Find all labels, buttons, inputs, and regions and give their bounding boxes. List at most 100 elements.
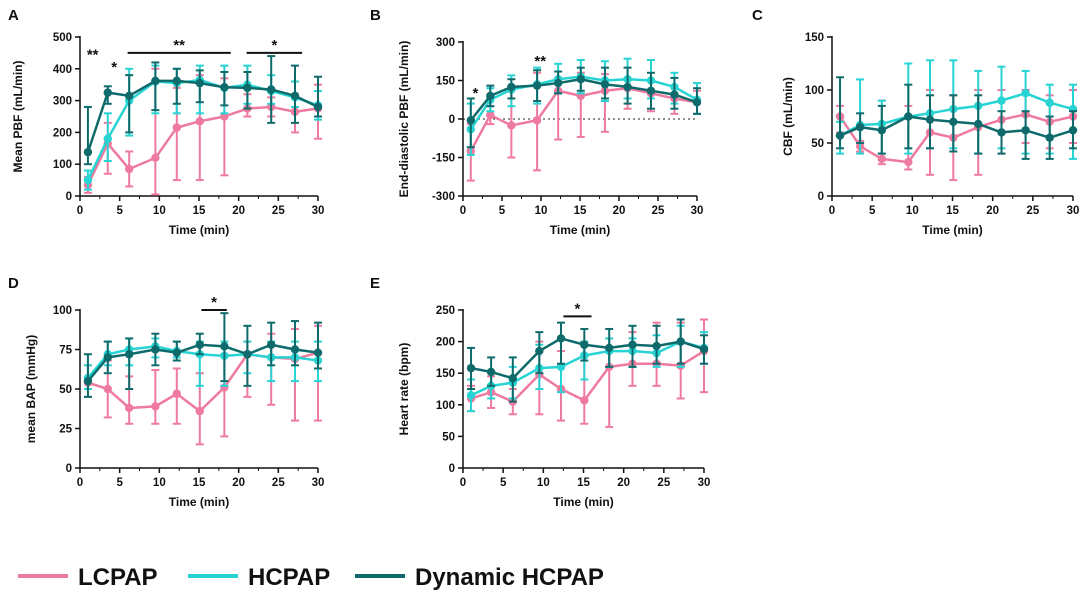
- data-point: [1021, 126, 1030, 135]
- y-tick-label: 100: [805, 85, 824, 97]
- data-point: [692, 98, 702, 107]
- x-tick-label: 25: [657, 477, 670, 489]
- x-tick-label: 0: [77, 205, 83, 217]
- y-tick-label: 200: [53, 127, 72, 139]
- data-point: [699, 344, 709, 354]
- x-axis-title: Time (min): [550, 223, 610, 237]
- data-point: [83, 376, 93, 386]
- x-tick-label: 20: [232, 477, 245, 489]
- y-tick-label: 150: [805, 32, 824, 44]
- data-point: [532, 81, 542, 90]
- x-tick-label: 5: [499, 205, 506, 217]
- series-line: [87, 351, 319, 413]
- significance-label: *: [271, 37, 277, 54]
- data-point: [556, 362, 566, 372]
- x-tick-label: 0: [460, 477, 466, 489]
- series-line: [469, 77, 698, 122]
- panel-letter: C: [752, 7, 763, 24]
- y-tick-label: 400: [53, 64, 72, 76]
- data-point: [243, 83, 252, 93]
- data-point: [103, 134, 112, 143]
- y-tick-label: 100: [53, 159, 72, 171]
- data-point: [486, 110, 495, 120]
- x-axis-title: Time (min): [169, 223, 229, 237]
- x-tick-label: 30: [312, 477, 325, 489]
- data-point: [646, 86, 656, 95]
- x-tick-label: 30: [691, 205, 704, 217]
- data-point: [151, 402, 160, 411]
- series-dynamic-hcpap: [83, 312, 323, 398]
- legend-item-dynamic-hcpap: Dynamic HCPAP: [355, 564, 604, 591]
- y-axis-title: mean BAP (mmHg): [24, 335, 38, 443]
- x-tick-label: 30: [1067, 205, 1080, 217]
- data-point: [1068, 126, 1078, 135]
- data-point: [535, 346, 544, 356]
- chart-panel-c: C 0 5 10 15 20 25 30 0 50 100 150 Time (min) CBF (mL/…: [752, 7, 1079, 237]
- data-point: [151, 153, 160, 163]
- x-tick-label: 0: [77, 477, 83, 489]
- data-point: [974, 119, 983, 129]
- legend-label: Dynamic HCPAP: [415, 564, 604, 591]
- series-lcpap: [466, 71, 702, 182]
- significance-label: *: [575, 300, 581, 317]
- x-tick-label: 20: [232, 205, 245, 217]
- y-axis-title: End-diastolic PBF (mL/min): [397, 41, 411, 198]
- x-tick-label: 5: [116, 477, 123, 489]
- data-point: [195, 78, 204, 88]
- y-tick-label: 150: [436, 368, 455, 380]
- x-tick-label: 10: [537, 477, 550, 489]
- y-axis-title: Mean PBF (mL/min): [11, 60, 25, 172]
- data-point: [124, 91, 134, 101]
- data-point: [904, 157, 913, 167]
- legend: LCPAP HCPAP Dynamic HCPAP: [18, 564, 604, 591]
- data-point: [172, 348, 181, 357]
- data-point: [623, 82, 632, 92]
- data-point: [124, 350, 134, 359]
- y-tick-label: 0: [818, 191, 824, 203]
- x-tick-label: 5: [869, 205, 876, 217]
- x-tick-label: 10: [153, 477, 166, 489]
- panel-letter: A: [8, 7, 19, 24]
- y-tick-label: 0: [449, 463, 455, 475]
- y-tick-label: 0: [66, 191, 72, 203]
- data-point: [172, 123, 181, 132]
- x-tick-label: 10: [535, 205, 548, 217]
- y-tick-label: 0: [66, 463, 72, 475]
- x-tick-label: 10: [906, 205, 919, 217]
- data-point: [532, 116, 542, 125]
- chart-panel-b: B 0 5 10 15 20 25 30 -300 -150 0 150 300 Time (min) En…: [370, 7, 703, 237]
- data-point: [313, 348, 323, 357]
- data-point: [670, 90, 679, 99]
- series-line: [86, 79, 319, 153]
- y-tick-label: 50: [442, 431, 455, 443]
- data-point: [507, 121, 516, 130]
- y-tick-label: 300: [436, 37, 455, 49]
- panel-letter: E: [370, 275, 380, 292]
- y-tick-label: 100: [53, 305, 72, 317]
- series-hcpap: [835, 59, 1078, 160]
- series-dynamic-hcpap: [83, 55, 323, 166]
- data-point: [507, 82, 516, 92]
- significance-label: **: [87, 46, 99, 63]
- data-point: [103, 88, 112, 97]
- x-tick-label: 15: [574, 205, 587, 217]
- data-point: [220, 83, 229, 92]
- series-lcpap: [83, 67, 323, 196]
- x-tick-label: 20: [986, 205, 999, 217]
- significance-label: *: [473, 85, 479, 102]
- data-point: [556, 334, 566, 343]
- data-point: [266, 85, 276, 94]
- legend-label: LCPAP: [78, 564, 158, 591]
- data-point: [195, 117, 204, 126]
- chart-panel-d: D 0 5 10 15 20 25 30 0 25 50 75 100 Time (min) mean BA…: [8, 275, 324, 509]
- y-tick-label: -300: [432, 191, 455, 203]
- y-tick-label: 50: [811, 138, 824, 150]
- chart-panel-e: E 0 5 10 15 20 25 30 0 50 100 150 200 250 Time (min) He…: [370, 275, 710, 509]
- data-point: [1021, 88, 1030, 98]
- data-point: [600, 80, 610, 89]
- x-tick-label: 20: [613, 205, 626, 217]
- data-point: [855, 122, 865, 132]
- y-tick-label: 300: [53, 96, 72, 108]
